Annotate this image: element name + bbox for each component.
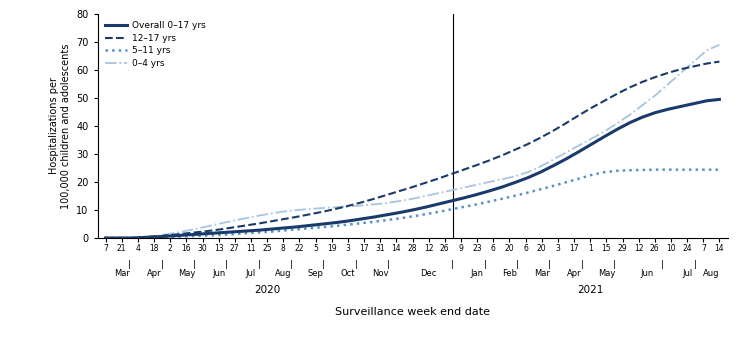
Text: Jan: Jan [470, 268, 484, 278]
Text: May: May [178, 268, 195, 278]
Text: |: | [387, 260, 390, 269]
Text: Mar: Mar [534, 268, 550, 278]
Text: Oct: Oct [340, 268, 356, 278]
Text: |: | [355, 260, 358, 269]
Text: |: | [290, 260, 292, 269]
Text: Jul: Jul [246, 268, 256, 278]
Text: Jun: Jun [212, 268, 225, 278]
Text: May: May [598, 268, 615, 278]
Text: |: | [160, 260, 164, 269]
Text: Surveillance week end date: Surveillance week end date [335, 307, 490, 317]
Text: |: | [257, 260, 260, 269]
Text: |: | [694, 260, 697, 269]
Text: |: | [452, 260, 454, 269]
Legend: Overall 0–17 yrs, 12–17 yrs, 5–11 yrs, 0–4 yrs: Overall 0–17 yrs, 12–17 yrs, 5–11 yrs, 0… [102, 19, 209, 71]
Text: Nov: Nov [372, 268, 388, 278]
Text: 2021: 2021 [577, 285, 604, 295]
Text: |: | [613, 260, 616, 269]
Text: Aug: Aug [275, 268, 292, 278]
Text: |: | [516, 260, 519, 269]
Text: 2020: 2020 [254, 285, 280, 295]
Text: Apr: Apr [147, 268, 161, 278]
Text: Aug: Aug [703, 268, 719, 278]
Text: |: | [548, 260, 551, 269]
Text: |: | [225, 260, 228, 269]
Text: Mar: Mar [114, 268, 130, 278]
Text: Jun: Jun [640, 268, 653, 278]
Y-axis label: Hospitalizations per
100,000 children and adolescents: Hospitalizations per 100,000 children an… [49, 43, 70, 209]
Text: |: | [128, 260, 131, 269]
Text: |: | [662, 260, 664, 269]
Text: Jul: Jul [682, 268, 692, 278]
Text: |: | [484, 260, 487, 269]
Text: |: | [193, 260, 196, 269]
Text: Feb: Feb [502, 268, 517, 278]
Text: Dec: Dec [421, 268, 436, 278]
Text: Apr: Apr [567, 268, 581, 278]
Text: |: | [322, 260, 325, 269]
Text: Sep: Sep [308, 268, 323, 278]
Text: |: | [580, 260, 584, 269]
